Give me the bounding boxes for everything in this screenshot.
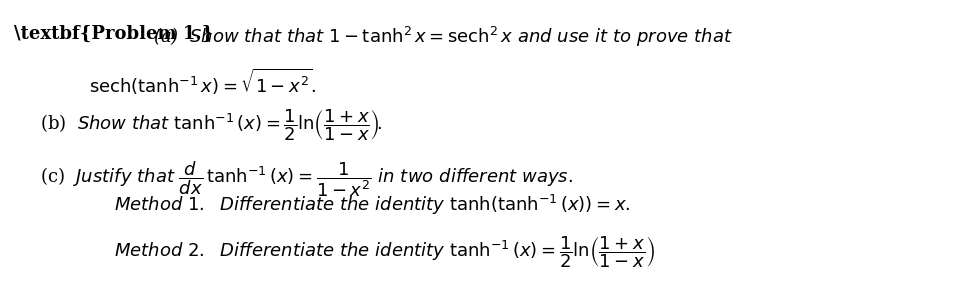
Text: (a)  $\mathit{Show\ that\ that}\ 1 - \tanh^2 x = \mathrm{sech}^2\, x\ \mathit{an: (a) $\mathit{Show\ that\ that}\ 1 - \tan… bbox=[152, 25, 732, 49]
Text: (b)  $\mathit{Show\ that}\ \tanh^{-1}(x) = \dfrac{1}{2}\ln\!\left(\dfrac{1+x}{1-: (b) $\mathit{Show\ that}\ \tanh^{-1}(x) … bbox=[40, 107, 383, 143]
Text: $\mathrm{sech}(\tanh^{-1} x) = \sqrt{1 - x^2}.$: $\mathrm{sech}(\tanh^{-1} x) = \sqrt{1 -… bbox=[89, 67, 317, 97]
Text: $\mathit{Method\ 2.\ \ Differentiate\ the\ identity}\ \tanh^{-1}(x) = \dfrac{1}{: $\mathit{Method\ 2.\ \ Differentiate\ th… bbox=[113, 235, 654, 270]
Text: $\mathit{Method\ 1.\ \ Differentiate\ the\ identity}\ \tanh(\tanh^{-1}(x)) = x.$: $\mathit{Method\ 1.\ \ Differentiate\ th… bbox=[113, 193, 629, 217]
Text: \textbf{Problem 1.}: \textbf{Problem 1.} bbox=[14, 25, 213, 43]
Text: (c)  $\mathit{Justify\ that}\ \dfrac{d}{dx}\,\tanh^{-1}(x) = \dfrac{1}{1-x^2}\ \: (c) $\mathit{Justify\ that}\ \dfrac{d}{d… bbox=[40, 159, 573, 199]
